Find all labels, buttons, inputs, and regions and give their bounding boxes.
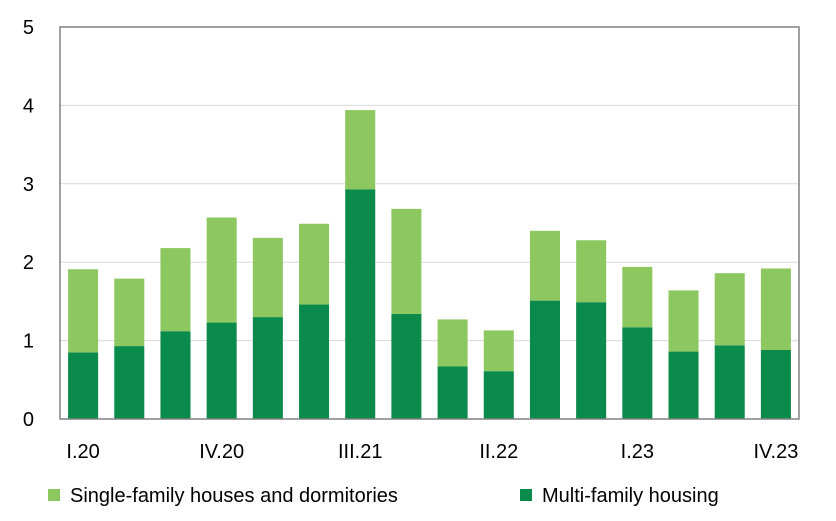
x-tick-label: II.22 bbox=[479, 441, 518, 463]
bar-single-family bbox=[529, 230, 560, 301]
y-tick-label: 1 bbox=[23, 331, 34, 353]
bar-single-family bbox=[714, 273, 745, 346]
bar-single-family bbox=[391, 208, 422, 314]
bar-single-family bbox=[437, 319, 468, 367]
legend: Single-family houses and dormitories Mult… bbox=[48, 485, 719, 507]
bar-multi-family bbox=[299, 304, 330, 419]
bar-multi-family bbox=[252, 317, 283, 419]
legend-swatch bbox=[48, 489, 60, 501]
bar-multi-family bbox=[668, 351, 699, 419]
bar-multi-family bbox=[68, 352, 99, 419]
bar-multi-family bbox=[529, 300, 560, 419]
bar-multi-family bbox=[114, 346, 145, 419]
bar-multi-family bbox=[345, 189, 376, 419]
bar-multi-family bbox=[576, 302, 607, 419]
plot-frame bbox=[59, 26, 800, 420]
y-tick-label: 4 bbox=[23, 95, 34, 117]
bar-single-family bbox=[483, 330, 514, 372]
x-tick-label: I.23 bbox=[621, 441, 654, 463]
bar-multi-family bbox=[206, 322, 237, 419]
bar-single-family bbox=[114, 278, 145, 347]
bar-multi-family bbox=[391, 313, 422, 419]
legend-label: Multi-family housing bbox=[542, 485, 719, 507]
legend-label: Single-family houses and dormitories bbox=[70, 485, 398, 507]
y-tick-label: 5 bbox=[23, 17, 34, 39]
y-tick-label: 3 bbox=[23, 174, 34, 196]
bar-multi-family bbox=[622, 327, 653, 419]
bar-multi-family bbox=[714, 345, 745, 419]
x-tick-label: IV.20 bbox=[199, 441, 244, 463]
y-tick-label: 0 bbox=[23, 409, 34, 431]
y-tick-label: 2 bbox=[23, 252, 34, 274]
bar-single-family bbox=[160, 248, 191, 332]
bar-single-family bbox=[576, 240, 607, 303]
bar-single-family bbox=[345, 110, 376, 190]
x-tick-label: I.20 bbox=[66, 441, 99, 463]
bar-single-family bbox=[252, 237, 283, 318]
bar-single-family bbox=[68, 269, 99, 353]
x-axis-ticks: I.20 IV.20 III.21 II.22 I.23 IV.23 bbox=[66, 441, 798, 463]
bar-multi-family bbox=[437, 366, 468, 419]
bars bbox=[68, 110, 791, 419]
bar-single-family bbox=[299, 223, 330, 305]
y-axis-ticks: 0 1 2 3 4 5 bbox=[23, 17, 34, 431]
x-tick-label: III.21 bbox=[338, 441, 382, 463]
bar-single-family bbox=[668, 290, 699, 352]
legend-swatch bbox=[520, 489, 532, 501]
x-tick-label: IV.23 bbox=[753, 441, 798, 463]
bar-single-family bbox=[760, 268, 791, 351]
bar-single-family bbox=[206, 217, 237, 323]
bar-multi-family bbox=[160, 331, 191, 419]
bar-multi-family bbox=[760, 350, 791, 419]
bar-multi-family bbox=[483, 371, 514, 419]
bar-single-family bbox=[622, 266, 653, 328]
